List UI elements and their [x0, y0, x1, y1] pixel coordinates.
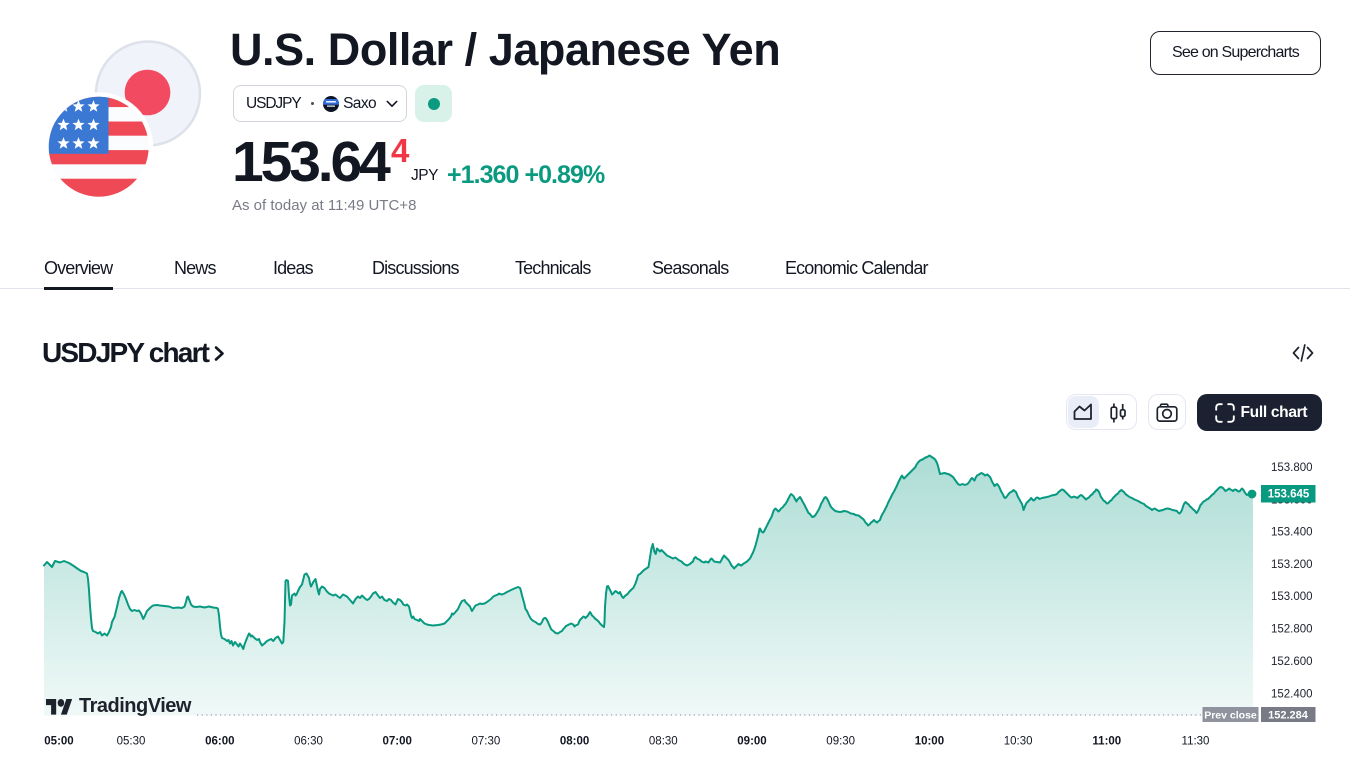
svg-text:11:30: 11:30	[1182, 736, 1210, 748]
svg-text:05:00: 05:00	[44, 736, 73, 748]
svg-text:07:30: 07:30	[472, 736, 501, 748]
svg-text:08:30: 08:30	[649, 736, 678, 748]
svg-text:08:00: 08:00	[560, 736, 589, 748]
svg-text:06:30: 06:30	[294, 736, 323, 748]
svg-text:10:30: 10:30	[1004, 736, 1033, 748]
svg-text:07:00: 07:00	[382, 736, 411, 748]
svg-text:10:00: 10:00	[915, 736, 944, 748]
svg-text:152.284: 152.284	[1268, 710, 1309, 722]
svg-text:153.200: 153.200	[1271, 559, 1313, 571]
svg-text:153.800: 153.800	[1271, 462, 1313, 474]
svg-text:11:00: 11:00	[1092, 736, 1121, 748]
svg-text:153.645: 153.645	[1268, 489, 1310, 501]
svg-text:152.800: 152.800	[1271, 624, 1313, 636]
svg-text:153.400: 153.400	[1271, 527, 1313, 539]
svg-text:152.600: 152.600	[1271, 656, 1313, 668]
svg-text:152.400: 152.400	[1271, 688, 1313, 700]
svg-text:05:30: 05:30	[117, 736, 146, 748]
svg-text:06:00: 06:00	[205, 736, 234, 748]
svg-text:09:30: 09:30	[826, 736, 855, 748]
svg-text:09:00: 09:00	[737, 736, 766, 748]
svg-text:Prev close: Prev close	[1204, 709, 1257, 721]
svg-text:153.000: 153.000	[1271, 591, 1313, 603]
